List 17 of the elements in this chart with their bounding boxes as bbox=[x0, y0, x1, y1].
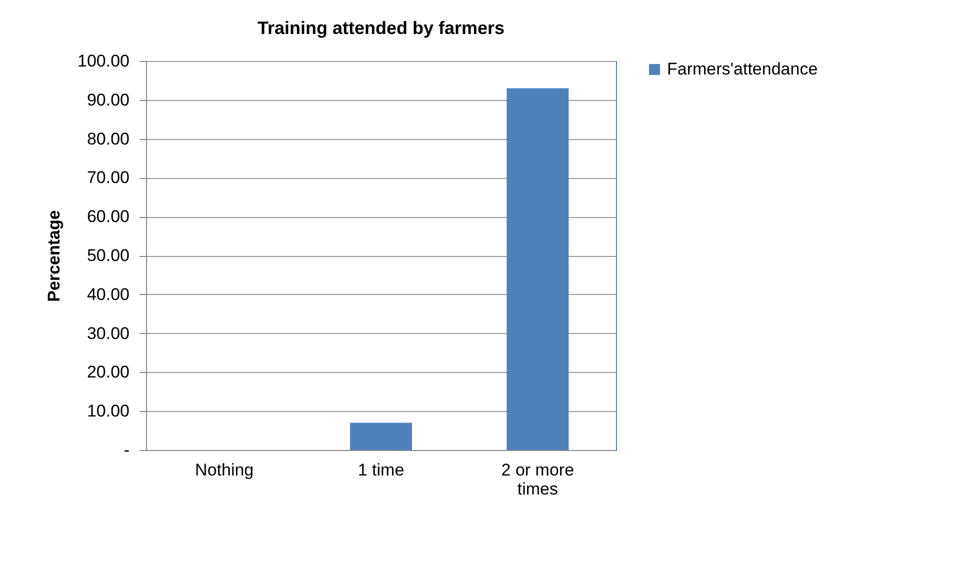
y-tick-label: 50.00 bbox=[86, 246, 130, 265]
y-tick-label: - bbox=[124, 440, 130, 460]
y-tick-label: 100.00 bbox=[78, 52, 130, 70]
chart-title: Training attended by farmers bbox=[257, 18, 505, 38]
y-tick-label: 60.00 bbox=[86, 207, 130, 226]
y-tick-label: 20.00 bbox=[86, 362, 130, 382]
y-axis-title: Percentage bbox=[44, 210, 64, 302]
y-tick-label: 30.00 bbox=[86, 324, 130, 343]
y-tick-label: 40.00 bbox=[86, 284, 130, 304]
x-tick-label: 2 or more times bbox=[501, 460, 574, 498]
y-tick-label: 10.00 bbox=[86, 402, 130, 421]
y-tick-label: 90.00 bbox=[86, 90, 130, 110]
x-tick-label: 1 time bbox=[358, 460, 404, 480]
x-tick-label: Nothing bbox=[195, 460, 254, 480]
legend-label: Farmers'attendance bbox=[667, 60, 818, 78]
y-tick-label: 70.00 bbox=[86, 168, 130, 188]
y-tick-label: 80.00 bbox=[86, 129, 130, 148]
